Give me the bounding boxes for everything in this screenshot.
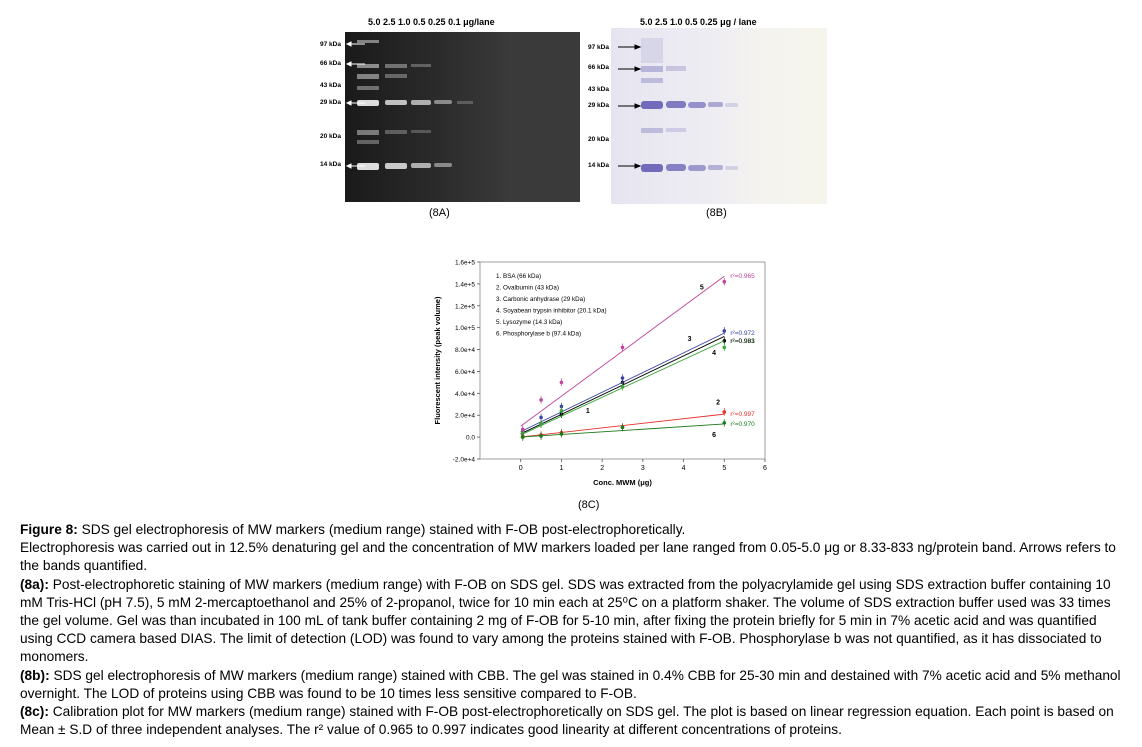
calibration-chart: -2.0e+4 0.0 2.0e+4 4.0e+4 6.0e+4 8.0e+4 1.0e+5… xyxy=(426,250,786,500)
caption-title: Figure 8: SDS gel electrophoresis of MW … xyxy=(20,521,1128,539)
y-tick-label: -2.0e+4 xyxy=(453,457,476,464)
caption-paragraph-8b: (8b): SDS gel electrophoresis of MW mark… xyxy=(20,667,1128,703)
caption-8a-label: (8a): xyxy=(20,576,49,592)
legend-entry: 1. BSA (66 kDa) xyxy=(496,273,541,280)
data-point xyxy=(539,422,543,426)
gel-a-lane-header: 5.0 2.5 1.0 0.5 0.25 0.1 μg/lane xyxy=(368,17,495,27)
calibration-plot-svg: -2.0e+4 0.0 2.0e+4 4.0e+4 6.0e+4 8.0e+4 1.0e+5… xyxy=(433,260,767,488)
figure-caption: Figure 8: SDS gel electrophoresis of MW … xyxy=(20,521,1128,739)
data-point xyxy=(559,409,564,413)
y-tick-label: 1.4e+5 xyxy=(455,281,475,288)
series-number-label: 2 xyxy=(716,399,720,406)
x-tick-label: 3 xyxy=(641,465,645,472)
regression-line xyxy=(520,275,725,427)
series-number-label: 4 xyxy=(712,350,716,357)
gel-b-mw-label: 20 kDa xyxy=(588,136,609,143)
regression-line xyxy=(520,332,725,433)
data-point xyxy=(539,434,543,438)
data-point xyxy=(722,329,727,333)
gel-b-image xyxy=(611,28,827,204)
x-tick-label: 5 xyxy=(722,465,726,472)
y-tick-label: 4.0e+4 xyxy=(455,391,475,398)
data-point xyxy=(620,345,625,350)
caption-paragraph-8a: (8a): Post-electrophoretic staining of M… xyxy=(20,576,1128,667)
gel-b-mw-label: 66 kDa xyxy=(588,64,609,71)
data-point xyxy=(722,345,727,350)
gel-b-panel-label: (8B) xyxy=(706,207,727,219)
data-point xyxy=(620,384,625,389)
legend-entry: 2. Ovalbumin (43 kDa) xyxy=(496,285,559,292)
legend-entry: 6. Phosphorylase b (97.4 kDa) xyxy=(496,331,581,338)
series-number-label: 6 xyxy=(712,432,716,439)
gel-b-lane-header: 5.0 2.5 1.0 0.5 0.25 μg / lane xyxy=(640,17,757,27)
gel-b-mw-label: 29 kDa xyxy=(588,102,609,109)
legend-entry: 3. Carbonic anhydrase (29 kDa) xyxy=(496,296,585,303)
gel-a-mw-label: 20 kDa xyxy=(320,133,341,140)
data-point xyxy=(520,427,525,432)
x-tick-label: 6 xyxy=(763,465,767,472)
data-point xyxy=(520,435,525,439)
data-point xyxy=(539,398,543,402)
legend-entry: 4. Soyabean trypsin inhibitor (20.1 kDa) xyxy=(496,308,607,315)
data-point xyxy=(559,432,564,436)
caption-8b-text: SDS gel electrophoresis of MW markers (m… xyxy=(20,667,1121,701)
gel-b-mw-label: 14 kDa xyxy=(588,162,609,169)
gel-a-mw-label: 97 kDa xyxy=(320,41,341,48)
gel-a-mw-label: 29 kDa xyxy=(320,99,341,106)
x-tick-label: 2 xyxy=(600,465,604,472)
y-tick-label: 0.0 xyxy=(466,435,475,442)
r-squared-label: r²=0.965 xyxy=(730,273,755,280)
gel-a-image xyxy=(345,32,580,202)
plot-frame xyxy=(479,261,766,460)
data-point xyxy=(722,339,727,343)
gel-b-mw-label: 97 kDa xyxy=(588,44,609,51)
data-point xyxy=(722,410,727,414)
y-axis-label: Fluorescent intensity (peak volume) xyxy=(433,296,442,424)
caption-paragraph-8c: (8c): Calibration plot for MW markers (m… xyxy=(20,703,1128,739)
y-tick-label: 2.0e+4 xyxy=(455,413,475,420)
y-tick-label: 8.0e+4 xyxy=(455,347,475,354)
r-squared-label: r²=0.972 xyxy=(730,330,755,337)
gel-b-arrows xyxy=(618,44,642,169)
data-point xyxy=(620,425,625,430)
r-squared-label: r²=0.997 xyxy=(730,411,755,418)
caption-8c-text: Calibration plot for MW markers (medium … xyxy=(20,704,1114,738)
gel-b-bands xyxy=(641,38,738,172)
r-squared-label: r²=0.983 xyxy=(730,338,755,345)
gel-b-mw-label: 43 kDa xyxy=(588,86,609,93)
x-tick-label: 1 xyxy=(559,465,563,472)
gel-a-panel-label: (8A) xyxy=(429,207,450,219)
data-point xyxy=(559,404,564,409)
series-number-label: 5 xyxy=(700,284,704,291)
x-tick-label: 0 xyxy=(519,465,523,472)
gel-a-mw-label: 43 kDa xyxy=(320,82,341,89)
gel-a-mw-label: 14 kDa xyxy=(320,161,341,168)
x-tick-label: 4 xyxy=(682,465,686,472)
caption-8b-label: (8b): xyxy=(20,667,50,683)
caption-title-bold: Figure 8: xyxy=(20,522,78,537)
caption-8a-text: Post-electrophoretic staining of MW mark… xyxy=(20,576,1111,665)
y-tick-label: 1.0e+5 xyxy=(455,325,475,332)
data-point xyxy=(539,415,543,420)
gel-a-mw-label: 66 kDa xyxy=(320,60,341,67)
gel-a-bands xyxy=(357,40,473,170)
y-tick-label: 6.0e+4 xyxy=(455,369,475,376)
r-squared-label: r²=0.970 xyxy=(730,421,755,428)
caption-8c-label: (8c): xyxy=(20,704,49,720)
data-point xyxy=(722,279,727,284)
x-axis-label: Conc. MWM (μg) xyxy=(593,478,652,487)
legend-entry: 5. Lysozyme (14.3 kDa) xyxy=(496,319,562,326)
y-tick-label: 1.2e+5 xyxy=(455,303,475,310)
caption-paragraph: Electrophoresis was carried out in 12.5%… xyxy=(20,540,1116,574)
caption-title-rest: SDS gel electrophoresis of MW markers (m… xyxy=(77,522,686,537)
r-squared-label: r²=0.991 xyxy=(730,338,755,345)
y-tick-label: 1.6e+5 xyxy=(455,260,475,267)
series-number-label: 3 xyxy=(688,336,692,343)
chart-panel-label: (8C) xyxy=(578,499,600,511)
series-number-label: 1 xyxy=(586,408,590,415)
data-point xyxy=(559,380,564,385)
data-point xyxy=(722,421,727,425)
data-point xyxy=(620,376,625,380)
gel-a-arrows xyxy=(345,41,365,169)
